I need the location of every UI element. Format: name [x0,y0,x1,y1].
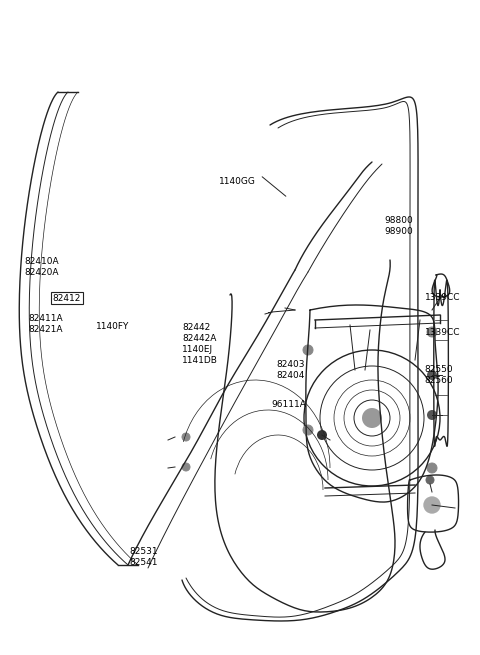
Circle shape [427,327,437,337]
Circle shape [427,370,437,380]
Bar [175,460,197,474]
Text: 82412: 82412 [53,293,81,303]
Circle shape [427,463,437,473]
Circle shape [424,497,440,513]
Text: 82550
82560: 82550 82560 [425,365,454,384]
Circle shape [182,433,190,441]
Text: 98800
98900: 98800 98900 [384,216,413,236]
Bar [278,302,294,314]
Circle shape [362,408,382,428]
Circle shape [317,430,327,440]
Text: 1339CC: 1339CC [425,293,460,302]
Text: 1140GG: 1140GG [219,177,256,186]
Text: 96111A: 96111A [271,400,306,409]
Text: 82411A
82421A: 82411A 82421A [29,314,63,334]
Text: 82442
82442A
1140EJ
1141DB: 82442 82442A 1140EJ 1141DB [182,323,218,365]
Circle shape [426,476,434,484]
Text: 82403
82404: 82403 82404 [276,360,304,380]
Circle shape [182,463,190,471]
Text: 82410A
82420A: 82410A 82420A [24,257,59,277]
Circle shape [303,425,313,435]
Circle shape [303,345,313,355]
Text: 1339CC: 1339CC [425,328,460,337]
Bar [175,430,197,444]
Text: 1140FY: 1140FY [96,322,130,331]
Ellipse shape [384,305,406,335]
Circle shape [427,410,437,420]
Text: 82531
82541: 82531 82541 [130,547,158,567]
